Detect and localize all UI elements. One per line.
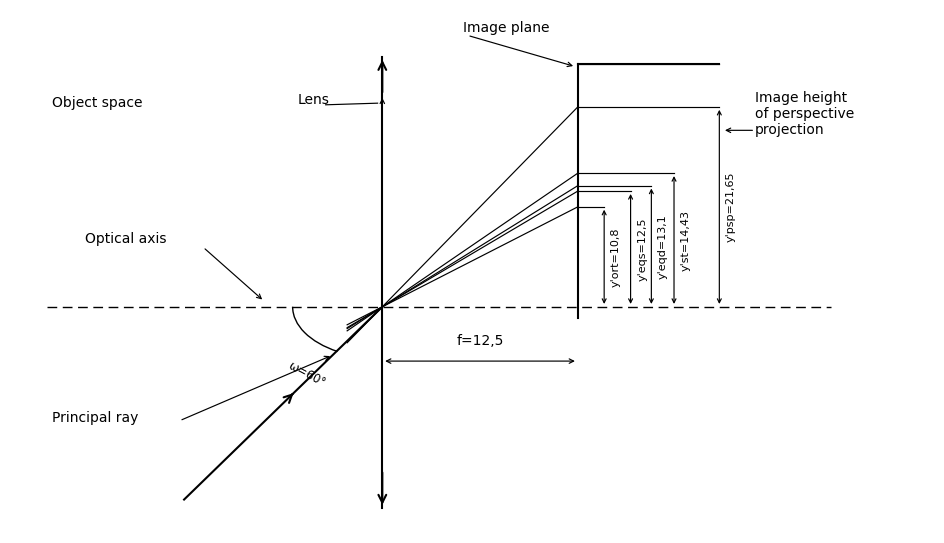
Text: f=12,5: f=12,5 (456, 333, 504, 348)
Text: Image plane: Image plane (463, 21, 549, 35)
Text: y'eqd=13,1: y'eqd=13,1 (658, 214, 668, 279)
Text: Object space: Object space (52, 96, 143, 110)
Text: y'st=14,43: y'st=14,43 (681, 210, 691, 270)
Text: y'eqs=12,5: y'eqs=12,5 (637, 217, 648, 281)
Text: Lens: Lens (297, 93, 329, 108)
Text: y'ort=10,8: y'ort=10,8 (611, 227, 621, 287)
Text: Image height
of perspective
projection: Image height of perspective projection (755, 91, 854, 137)
Text: ω=60°: ω=60° (286, 359, 328, 390)
Text: Optical axis: Optical axis (85, 232, 166, 246)
Text: y'psp=21,65: y'psp=21,65 (726, 172, 736, 242)
Text: Principal ray: Principal ray (52, 411, 138, 425)
